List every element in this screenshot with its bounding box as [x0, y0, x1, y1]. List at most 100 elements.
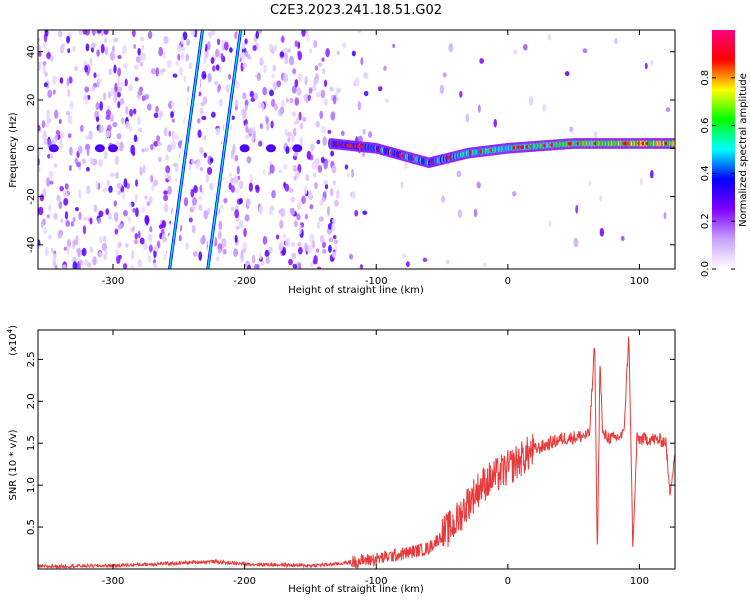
- spectrogram-cell: [319, 110, 324, 120]
- y-tick-label: 2.5: [26, 351, 37, 367]
- spectrogram-cell: [58, 119, 62, 124]
- spectrogram-cell: [225, 84, 231, 93]
- spectrogram-cell: [329, 86, 334, 92]
- spectrogram-cell: [137, 116, 141, 126]
- spectrogram-cell: [542, 103, 547, 112]
- spectrogram-cell: [199, 147, 204, 155]
- spectrogram-cell: [117, 76, 121, 87]
- spectrogram-cell: [644, 62, 648, 70]
- spectrogram-blob: [48, 144, 59, 153]
- spectrogram-cell: [599, 195, 603, 202]
- spectrogram-cell: [229, 47, 233, 53]
- spectrogram-cell: [63, 197, 69, 206]
- spectrogram-cell: [228, 182, 232, 190]
- snr-series-line: [38, 336, 675, 569]
- spectrogram-cell: [205, 173, 209, 183]
- spectrogram-cell: [582, 48, 588, 54]
- spectrogram-cell: [43, 82, 48, 87]
- spectrogram-y-ticks: -40 -20 0 20 40: [26, 45, 675, 253]
- spectrogram-cell: [131, 30, 136, 38]
- spectrogram-cell: [314, 65, 319, 71]
- spectrogram-cell: [148, 195, 153, 204]
- spectrogram-cell: [298, 224, 302, 235]
- spectrogram-cell: [78, 30, 83, 36]
- x-tick-label: -100: [365, 276, 388, 287]
- spectrogram-cell: [181, 51, 184, 61]
- spectrogram-cell: [351, 168, 355, 178]
- spectrogram-cell: [114, 228, 119, 235]
- spectrogram-cell: [44, 246, 49, 257]
- spectrogram-cell: [234, 99, 239, 108]
- spectrogram-cell: [139, 53, 145, 61]
- spectrogram-cell: [164, 127, 168, 137]
- spectrogram-cell: [198, 204, 203, 211]
- spectrogram-cell: [323, 179, 329, 185]
- spectrogram-cell: [439, 84, 445, 95]
- spectrogram-cell: [215, 64, 220, 71]
- spectrogram-cell: [123, 63, 128, 69]
- spectrogram-cell: [256, 263, 260, 269]
- spectrogram-cell: [65, 220, 70, 227]
- spectrogram-cell: [180, 46, 186, 52]
- spectrogram-cell: [309, 204, 314, 210]
- spectrogram-cell: [303, 117, 307, 122]
- spectrogram-cell: [306, 33, 310, 42]
- spectrogram-cell: [346, 172, 350, 178]
- spectrogram-cell: [84, 86, 90, 93]
- spectrogram-cell: [290, 196, 295, 203]
- spectrogram-cell: [354, 209, 359, 217]
- spectrogram-cell: [252, 254, 256, 264]
- spectrogram-cell: [48, 204, 52, 212]
- spectrogram-cell: [303, 242, 309, 252]
- spectrogram-cell: [138, 91, 143, 96]
- spectrogram-cell: [137, 230, 141, 239]
- spectrogram-cell: [650, 170, 654, 179]
- spectrogram-cell: [96, 49, 100, 57]
- spectrogram-cell: [59, 77, 64, 84]
- x-tick-label: -100: [365, 576, 388, 587]
- spectrogram-cell: [316, 139, 321, 145]
- spectrogram-cell: [288, 55, 294, 66]
- spectrogram-cell: [210, 57, 215, 65]
- spectrogram-cell: [49, 153, 54, 160]
- spectrogram-cell: [135, 56, 141, 63]
- spectrogram-cell: [82, 30, 88, 35]
- colorbar-tick-label: 0.6: [700, 118, 711, 134]
- spectrogram-cell: [280, 207, 284, 218]
- spectrogram-cell: [134, 76, 139, 82]
- spectrogram-cell: [296, 213, 301, 221]
- spectrogram-cell: [234, 188, 239, 194]
- spectrogram-cell: [292, 263, 298, 269]
- spectrogram-cell: [199, 167, 204, 172]
- spectrogram-cell: [117, 242, 122, 249]
- spectrogram-cell: [197, 129, 202, 138]
- spectrogram-cell: [49, 55, 54, 62]
- spectrogram-blob: [108, 144, 119, 153]
- spectrogram-cell: [231, 115, 235, 120]
- spectrogram-cell: [273, 44, 278, 52]
- spectrogram-cell: [288, 188, 294, 193]
- spectrogram-cell: [56, 194, 61, 202]
- spectrogram-cell: [125, 105, 129, 115]
- spectrogram-cell: [42, 64, 46, 75]
- spectrogram-cell: [144, 195, 148, 200]
- spectrogram-cell: [53, 212, 58, 220]
- spectrogram-cell: [62, 264, 67, 269]
- spectrogram-cell: [260, 260, 265, 266]
- spectrogram-cell: [92, 30, 96, 36]
- spectrogram-cell: [69, 146, 73, 156]
- spectrogram-cell: [392, 43, 396, 49]
- spectrogram-cell: [340, 130, 345, 137]
- spectrogram-cell: [199, 107, 204, 115]
- spectrogram-cell: [263, 64, 267, 74]
- spectrogram-cell: [132, 151, 136, 157]
- spectrogram-cell: [218, 98, 223, 107]
- spectrogram-cell: [191, 157, 194, 165]
- y-tick-label: -20: [26, 188, 37, 204]
- spectrogram-cell: [129, 264, 135, 269]
- spectrogram-cell: [183, 197, 189, 207]
- spectrogram-cell: [212, 65, 216, 72]
- spectrogram-cell: [92, 256, 97, 266]
- spectrogram-cell: [42, 61, 47, 66]
- spectrogram-cell: [230, 206, 234, 212]
